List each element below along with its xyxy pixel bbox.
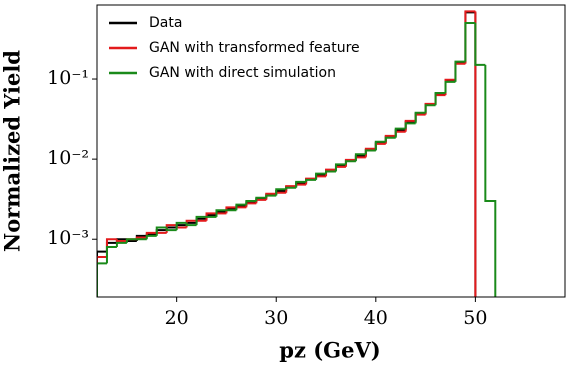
histogram-step xyxy=(275,191,287,194)
y-axis-label: Normalized Yield xyxy=(0,50,25,252)
histogram-step xyxy=(434,94,446,104)
histogram-step xyxy=(434,91,446,106)
histogram-step xyxy=(454,61,466,81)
legend-label: GAN with transformed feature xyxy=(149,40,360,56)
y-tick-label: 10⁻¹ xyxy=(47,67,89,89)
histogram-step xyxy=(245,200,257,205)
histogram-step xyxy=(374,140,386,151)
histogram-step xyxy=(265,192,277,200)
histogram-step xyxy=(334,163,346,172)
histogram-step xyxy=(305,178,317,182)
histogram-step xyxy=(474,11,477,297)
histogram-step xyxy=(454,62,466,80)
histogram-step xyxy=(464,11,476,63)
histogram-step xyxy=(325,170,336,174)
histogram-step xyxy=(474,12,477,297)
histogram-step xyxy=(97,255,107,297)
histogram-step xyxy=(195,215,207,226)
histogram-step xyxy=(315,175,327,179)
histogram-step xyxy=(295,183,307,187)
y-tick-label: 10⁻² xyxy=(47,147,89,169)
histogram-step xyxy=(125,238,137,243)
histogram-step xyxy=(384,136,396,142)
plot-frame xyxy=(96,4,566,298)
y-tick-label: 10⁻³ xyxy=(47,227,89,249)
histogram-step xyxy=(444,80,456,93)
histogram-step xyxy=(97,262,107,297)
histogram-step xyxy=(374,142,386,149)
histogram-step xyxy=(454,60,466,82)
histogram-step xyxy=(105,245,117,264)
histogram-step xyxy=(145,234,157,240)
histogram-step xyxy=(414,113,426,121)
histogram-step xyxy=(235,203,247,211)
histogram-step xyxy=(205,212,217,221)
histogram-step xyxy=(165,227,177,232)
histogram-step xyxy=(464,22,476,62)
histogram-step xyxy=(404,122,416,129)
legend-label: Data xyxy=(149,15,182,31)
histogram-step xyxy=(225,206,237,214)
histogram-step xyxy=(97,250,107,297)
histogram-step xyxy=(414,111,426,124)
histogram-step xyxy=(464,10,476,64)
x-axis-label: pz (GeV) xyxy=(279,338,380,363)
histogram-step xyxy=(165,224,177,233)
histogram-step xyxy=(255,198,267,204)
histogram-step xyxy=(285,185,297,193)
histogram-step xyxy=(245,202,257,208)
histogram-step xyxy=(424,104,436,113)
histogram-step xyxy=(275,188,287,196)
x-tick-label: 20 xyxy=(165,307,189,329)
histogram-step xyxy=(185,222,197,227)
histogram-step xyxy=(394,130,406,136)
histogram-step xyxy=(255,196,267,202)
x-tick-label: 50 xyxy=(463,307,487,329)
x-tick-label: 40 xyxy=(364,307,388,329)
histogram-step xyxy=(354,156,366,160)
histogram-step xyxy=(354,153,366,162)
histogram-step xyxy=(474,23,486,66)
plot-area xyxy=(97,10,497,297)
histogram-step xyxy=(115,239,127,243)
histogram-step xyxy=(334,165,346,170)
histogram-step xyxy=(155,226,167,236)
histogram-step xyxy=(484,64,497,297)
histogram-step xyxy=(394,127,406,138)
histogram-step xyxy=(215,209,227,217)
x-tick-label: 30 xyxy=(264,307,288,329)
histogram-step xyxy=(265,194,277,198)
histogram-step xyxy=(115,241,127,247)
histogram-step xyxy=(344,160,356,165)
histogram-step xyxy=(175,221,187,231)
histogram-step xyxy=(285,186,297,190)
histogram-step xyxy=(364,149,376,155)
histogram-step xyxy=(315,172,327,180)
legend-label: GAN with direct simulation xyxy=(149,65,336,81)
histogram-step xyxy=(295,180,307,188)
